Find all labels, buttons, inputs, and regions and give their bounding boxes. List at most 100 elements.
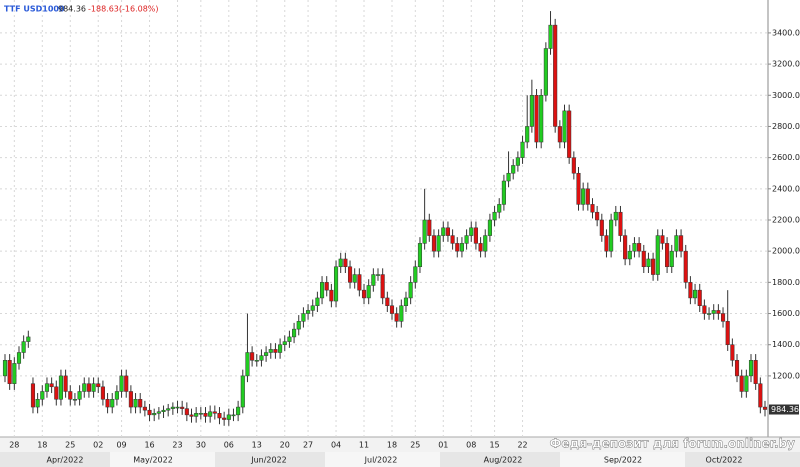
candle-body (595, 211, 600, 221)
candle-body (366, 285, 371, 299)
candle-body (226, 414, 231, 420)
labels: 1200.00 1400.00 1600.00 1800.00 2000.00 2200.… (0, 28, 800, 467)
x-tick-label: 04 (331, 441, 341, 450)
candle-body (385, 297, 390, 306)
x-tick-label: 28 (9, 441, 19, 450)
candle-body (203, 413, 208, 417)
candle-body (571, 157, 576, 174)
candle-body (679, 235, 684, 252)
candle-body (487, 219, 492, 236)
candle-body (515, 157, 520, 166)
candle-body (329, 289, 334, 302)
candle-body (674, 235, 679, 252)
candle-body (194, 413, 199, 417)
last-price: 984.36 (58, 5, 86, 14)
candle-body (189, 414, 194, 417)
candle-body (208, 411, 213, 417)
candle-body (35, 399, 40, 408)
candle-body (585, 188, 590, 205)
change: -188.63(-16.08%) (88, 5, 159, 14)
month-band (685, 452, 800, 467)
candle-body (604, 235, 609, 252)
month-label: Apr/2022 (47, 456, 84, 465)
candle-body (7, 360, 12, 384)
candle-body (180, 406, 185, 409)
candle-body (478, 243, 483, 252)
candle-body (651, 258, 656, 275)
candle-body (347, 266, 353, 283)
candle-body (562, 110, 567, 143)
candle-body (236, 406, 241, 416)
candle-body (688, 282, 693, 299)
candle-body (441, 227, 446, 236)
candle-body (725, 321, 730, 345)
candle-body (250, 352, 255, 361)
x-tick-label: 16 (144, 441, 154, 450)
candle-body (282, 341, 287, 345)
month-band (0, 452, 110, 467)
candle-body (49, 383, 54, 388)
candle-body (553, 24, 558, 127)
candle-body (287, 336, 292, 342)
candle-body (110, 399, 115, 408)
month-band (325, 452, 440, 467)
candle-body (525, 126, 530, 143)
candle-body (217, 413, 222, 419)
candle-body (301, 313, 306, 322)
candle-body (758, 383, 763, 408)
candle-body (343, 258, 348, 268)
candle-body (501, 180, 506, 205)
candle-body (152, 413, 157, 416)
candle-body (147, 409, 152, 416)
candle-body (296, 321, 301, 330)
candle-body (669, 250, 674, 268)
candle-body (320, 282, 325, 299)
candle-body (254, 360, 259, 362)
candle-body (748, 360, 754, 377)
candle-body (753, 360, 758, 384)
month-band (560, 452, 685, 467)
candle-body (114, 391, 119, 400)
candle-body (268, 349, 273, 353)
candle-body (529, 95, 534, 127)
y-tick-label: 3400.00 (772, 28, 800, 37)
candle-body (58, 375, 64, 400)
candle-body (683, 250, 688, 283)
candle-body (520, 141, 525, 158)
candle-body (170, 406, 175, 409)
watermark: Федя-депозит для forum.onliner.by (549, 437, 795, 451)
candle-body (72, 399, 77, 401)
candle-body (427, 219, 432, 236)
x-tick-label: 27 (303, 441, 313, 450)
candle-body (464, 235, 469, 244)
candle-body (375, 274, 381, 276)
candle-body (259, 355, 264, 361)
y-tick-label: 1400.00 (772, 340, 800, 349)
candle-body (599, 219, 604, 236)
y-tick-label: 3200.00 (772, 60, 800, 69)
candle-body (548, 24, 553, 49)
candle-body (417, 243, 423, 268)
candle-body (124, 375, 129, 392)
candle-body (702, 305, 707, 314)
candle-body (445, 227, 450, 236)
month-label: Oct/2022 (706, 456, 743, 465)
month-band (110, 452, 215, 467)
candle-body (492, 211, 497, 221)
candle-body (739, 375, 744, 392)
candle-body (473, 227, 478, 244)
candles (2, 11, 768, 426)
y-tick-label: 2200.00 (772, 215, 800, 224)
candle-body (184, 408, 189, 416)
candle-body (469, 227, 474, 236)
candle-body (30, 383, 36, 408)
candle-body (408, 282, 413, 299)
candle-body (646, 258, 651, 268)
x-tick-label: 06 (224, 441, 234, 450)
candle-body (352, 274, 357, 283)
x-tick-label: 01 (438, 441, 448, 450)
candle-body (245, 352, 250, 377)
candle-body (450, 235, 455, 244)
candle-body (142, 406, 147, 411)
